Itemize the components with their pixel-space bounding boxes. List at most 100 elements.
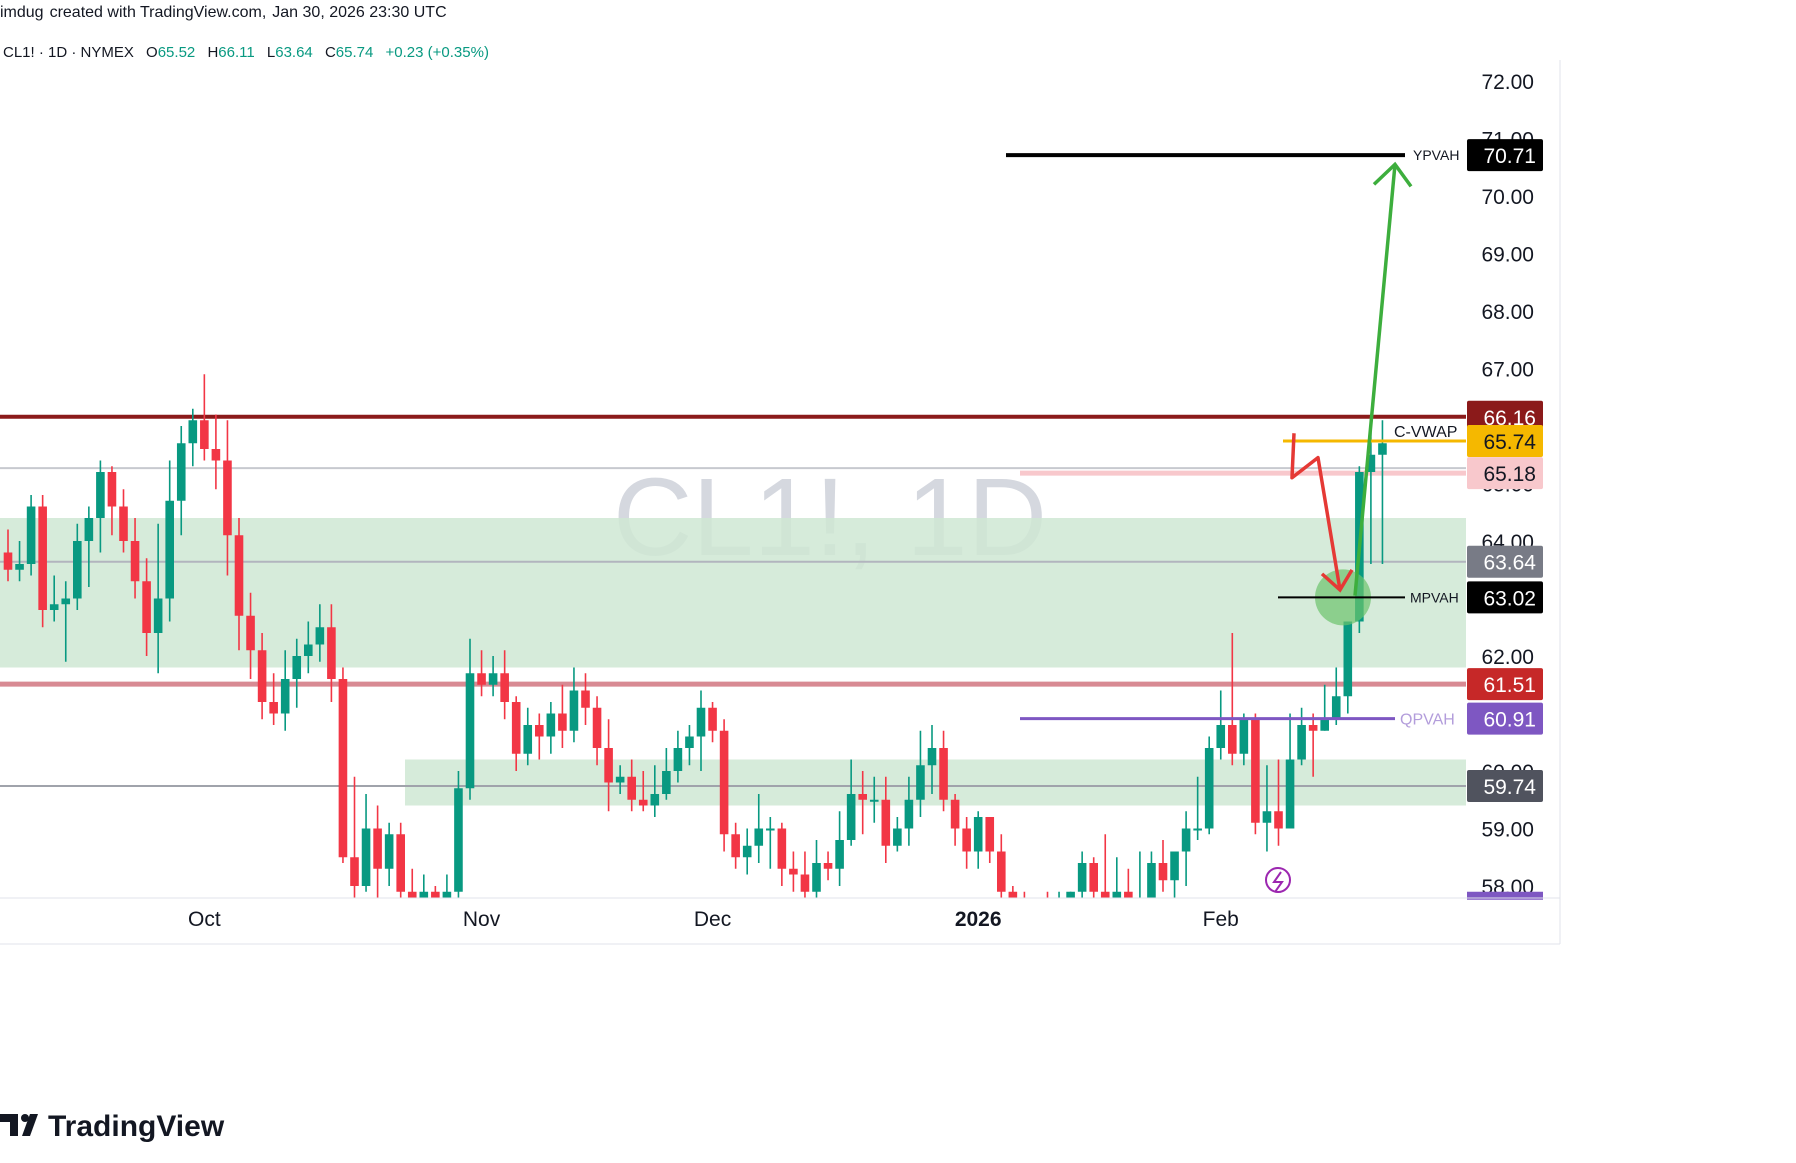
candle-body[interactable] [604, 748, 613, 783]
candle-body[interactable] [304, 644, 313, 657]
candle-body[interactable] [465, 673, 475, 789]
candle-body[interactable] [142, 581, 151, 633]
candle-body[interactable] [881, 799, 891, 846]
candle-body[interactable] [1100, 891, 1110, 898]
candle-body[interactable] [1239, 719, 1249, 754]
candle-body[interactable] [49, 604, 59, 610]
candle-body[interactable] [708, 707, 717, 731]
candle-body[interactable] [26, 506, 36, 565]
candle-body[interactable] [1320, 719, 1329, 731]
candle-body[interactable] [685, 736, 694, 749]
candle-body[interactable] [373, 828, 382, 869]
candle-body[interactable] [766, 828, 775, 831]
candle-body[interactable] [350, 857, 359, 886]
candle-body[interactable] [592, 707, 602, 748]
candle-body[interactable] [1262, 811, 1272, 823]
candle-body[interactable] [1251, 719, 1260, 823]
candle-body[interactable] [165, 500, 174, 599]
candle-body[interactable] [511, 702, 521, 754]
candle-body[interactable] [638, 799, 648, 806]
candle-body[interactable] [985, 817, 995, 852]
candle-body[interactable] [188, 420, 198, 444]
candle-body[interactable] [1193, 828, 1202, 831]
candle-body[interactable] [419, 891, 429, 909]
candle-body[interactable] [153, 598, 163, 634]
candle-body[interactable] [61, 598, 71, 605]
candle-body[interactable] [361, 828, 371, 887]
candle-body[interactable] [696, 707, 706, 737]
candle-body[interactable] [846, 794, 856, 840]
candle-body[interactable] [396, 834, 405, 892]
candle-body[interactable] [650, 794, 660, 806]
candle-body[interactable] [558, 713, 567, 731]
candle-body[interactable] [950, 799, 960, 829]
candle-body[interactable] [1297, 725, 1306, 760]
candle-body[interactable] [200, 420, 209, 449]
candle-body[interactable] [234, 535, 244, 616]
candle-body[interactable] [789, 868, 798, 875]
candle-body[interactable] [431, 891, 440, 921]
chart-area[interactable]: CL1!, 1D YPVAHC-VWAPMPVAHQPVAH72.0071.00… [0, 60, 1796, 1100]
candle-body[interactable] [973, 817, 983, 852]
candle-body[interactable] [246, 615, 255, 651]
candle-body[interactable] [627, 776, 636, 800]
candle-body[interactable] [327, 627, 336, 679]
candle-body[interactable] [500, 673, 509, 702]
candle-body[interactable] [615, 776, 625, 783]
candle-body[interactable] [292, 656, 302, 679]
candle-body[interactable] [15, 564, 24, 570]
candle-body[interactable] [1378, 443, 1387, 455]
candle-body[interactable] [1170, 851, 1179, 881]
candle-body[interactable] [1032, 909, 1041, 911]
candle-body[interactable] [1204, 748, 1214, 829]
candle-body[interactable] [407, 891, 417, 909]
candle-body[interactable] [38, 506, 47, 611]
candle-body[interactable] [869, 799, 879, 802]
candle-body[interactable] [1020, 897, 1029, 910]
candle-body[interactable] [893, 828, 902, 846]
candle-body[interactable] [1043, 909, 1052, 921]
candle-body[interactable] [904, 799, 914, 829]
candle-body[interactable] [916, 765, 925, 800]
candle-body[interactable] [719, 730, 729, 835]
candle-body[interactable] [488, 673, 498, 685]
candlestick-chart[interactable]: CL1!, 1D YPVAHC-VWAPMPVAHQPVAH72.0071.00… [0, 60, 1796, 1100]
candle-body[interactable] [1285, 759, 1295, 829]
candle-body[interactable] [535, 725, 544, 737]
candle-body[interactable] [1158, 863, 1168, 881]
candle-body[interactable] [280, 679, 290, 714]
candle-body[interactable] [523, 725, 533, 754]
candle-body[interactable] [338, 679, 348, 858]
candle-body[interactable] [962, 828, 971, 852]
candle-body[interactable] [1055, 903, 1064, 920]
candle-body[interactable] [997, 851, 1006, 892]
candle-body[interactable] [581, 690, 590, 708]
candle-body[interactable] [1124, 891, 1133, 921]
candle-body[interactable] [119, 506, 128, 542]
candle-body[interactable] [569, 690, 579, 731]
candle-body[interactable] [442, 891, 452, 921]
candle-body[interactable] [211, 449, 221, 461]
candle-body[interactable] [384, 834, 394, 869]
candle-body[interactable] [1066, 891, 1075, 904]
candle-body[interactable] [777, 828, 787, 869]
candle-body[interactable] [1181, 828, 1191, 852]
candle-body[interactable] [731, 834, 740, 858]
tradingview-brand[interactable]: TradingView [0, 1110, 224, 1144]
candle-body[interactable] [1366, 454, 1376, 472]
candle-body[interactable] [812, 863, 821, 892]
candle-body[interactable] [1089, 863, 1098, 892]
candle-body[interactable] [1228, 725, 1237, 754]
symbol-label[interactable]: CL1! · 1D · NYMEX [3, 44, 134, 61]
candle-body[interactable] [73, 541, 82, 599]
candle-body[interactable] [754, 828, 764, 846]
candle-body[interactable] [1112, 891, 1122, 898]
candle-body[interactable] [1136, 909, 1145, 921]
candle-body[interactable] [800, 874, 810, 892]
candle-body[interactable] [454, 788, 463, 892]
candle-body[interactable] [1216, 725, 1226, 748]
candle-body[interactable] [223, 460, 232, 536]
candle-body[interactable] [927, 748, 937, 766]
candle-body[interactable] [1077, 863, 1087, 892]
candle-body[interactable] [673, 748, 683, 771]
